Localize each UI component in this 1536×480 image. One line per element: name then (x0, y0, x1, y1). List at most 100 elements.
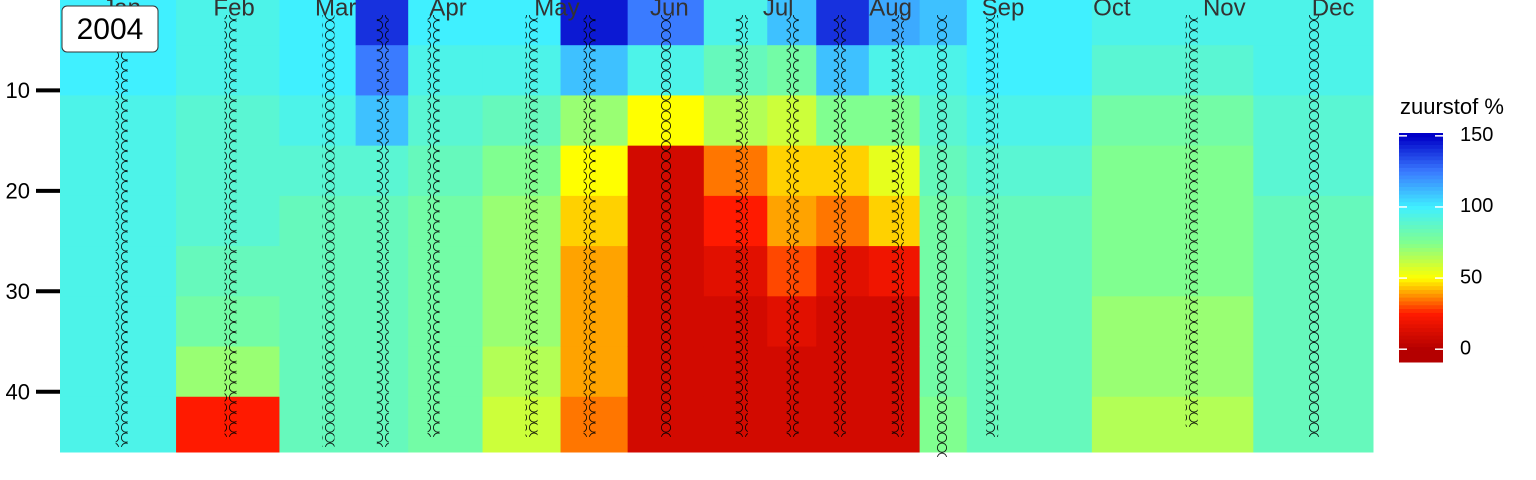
year-label: 2004 (77, 13, 144, 46)
heat-cell (482, 195, 562, 247)
heat-cell (1091, 45, 1254, 96)
sample-points (427, 15, 440, 437)
heat-cell (279, 195, 357, 247)
sample-points (986, 15, 999, 437)
colorbar-segment (1399, 216, 1443, 222)
colorbar-segment (1399, 293, 1443, 298)
heat-cell (408, 195, 484, 247)
colorbar-segment (1399, 159, 1443, 165)
heat-cell (482, 145, 562, 197)
x-tick-label: Feb (213, 0, 254, 21)
colorbar-segment (1399, 312, 1443, 317)
colorbar-tick-label: 100 (1460, 195, 1493, 217)
heat-cell (1091, 0, 1254, 46)
heat-cell (703, 0, 768, 46)
x-tick-label: Mar (315, 0, 356, 21)
colorbar-segment (1399, 258, 1443, 264)
colorbar-segment (1399, 213, 1443, 218)
heat-cell (966, 246, 1093, 297)
heat-cell (1091, 346, 1254, 398)
y-tick-label: 30 (6, 279, 30, 304)
colorbar-segment (1399, 346, 1443, 352)
colorbar-segment (1399, 304, 1443, 310)
colorbar-segment (1399, 243, 1443, 248)
heat-cell (408, 296, 484, 348)
heat-cell (1091, 396, 1254, 453)
heat-cell (408, 396, 484, 453)
x-tick-label: Jun (650, 0, 689, 21)
colorbar-segment (1399, 148, 1443, 153)
colorbar-segment (1399, 335, 1443, 340)
colorbar-segment (1399, 197, 1443, 203)
colorbar-segment (1399, 155, 1443, 161)
sample-points (786, 15, 799, 437)
y-tick-label: 40 (6, 380, 30, 405)
colorbar-segment (1399, 316, 1443, 321)
sample-points (833, 15, 846, 437)
heat-cell (482, 246, 562, 297)
colorbar-segment (1399, 300, 1443, 306)
colorbar-segment (1399, 163, 1443, 168)
colorbar-segment (1399, 281, 1443, 287)
x-tick-label: Nov (1203, 0, 1246, 21)
colorbar-segment (1399, 220, 1443, 226)
heat-cell (703, 396, 768, 453)
heat-cell (279, 296, 357, 348)
heat-cell (966, 45, 1093, 96)
colorbar-tick-label: 0 (1460, 337, 1471, 359)
heat-cell (279, 246, 357, 297)
heat-cell (408, 346, 484, 398)
sample-points (322, 15, 335, 447)
heat-cell (966, 296, 1093, 348)
sample-points (891, 15, 904, 437)
heat-cell (408, 145, 484, 197)
colorbar-segment (1399, 262, 1443, 268)
heat-cell (482, 396, 562, 453)
sample-points (376, 15, 389, 447)
heat-cell (966, 145, 1093, 197)
x-tick-label: May (534, 0, 579, 21)
colorbar-segment (1399, 327, 1443, 332)
colorbar-segment (1399, 354, 1443, 359)
colorbar-segment (1399, 270, 1443, 275)
colorbar-segment (1399, 133, 1443, 138)
heat-cell (279, 396, 357, 453)
colorbar-segment (1399, 228, 1443, 233)
x-tick-label: Jul (763, 0, 794, 21)
colorbar-segment (1399, 144, 1443, 149)
heat-cell (966, 195, 1093, 247)
colorbar-segment (1399, 224, 1443, 229)
x-tick-label: Apr (429, 0, 466, 21)
y-tick-label: 10 (6, 78, 30, 103)
colorbar-segment (1399, 323, 1443, 329)
colorbar-segment (1399, 339, 1443, 344)
x-tick-label: Sep (982, 0, 1025, 21)
heat-cell (279, 145, 357, 197)
heat-cell (279, 0, 357, 46)
sample-points (224, 15, 237, 437)
heat-cell (482, 346, 562, 398)
colorbar-segment (1399, 190, 1443, 195)
x-tick-label: Aug (869, 0, 912, 21)
heat-cell (1091, 95, 1254, 147)
colorbar-segment (1399, 255, 1443, 260)
colorbar-segment (1399, 331, 1443, 336)
heat-cell (482, 0, 562, 46)
heat-cell (703, 45, 768, 96)
heat-cell (703, 145, 768, 197)
colorbar-segment (1399, 236, 1443, 241)
heat-cell (703, 246, 768, 297)
colorbar-tick-label: 50 (1460, 266, 1482, 288)
sample-points (525, 15, 538, 437)
heat-cell (482, 296, 562, 348)
colorbar-segment (1399, 247, 1443, 252)
colorbar-segment (1399, 182, 1443, 187)
colorbar-segment (1399, 194, 1443, 199)
x-tick-label: Oct (1093, 0, 1131, 21)
heat-cell (703, 346, 768, 398)
heat-cell (703, 95, 768, 147)
heat-cell (408, 45, 484, 96)
heat-cell (1091, 145, 1254, 197)
colorbar-segment (1399, 186, 1443, 191)
sample-points (735, 15, 748, 437)
